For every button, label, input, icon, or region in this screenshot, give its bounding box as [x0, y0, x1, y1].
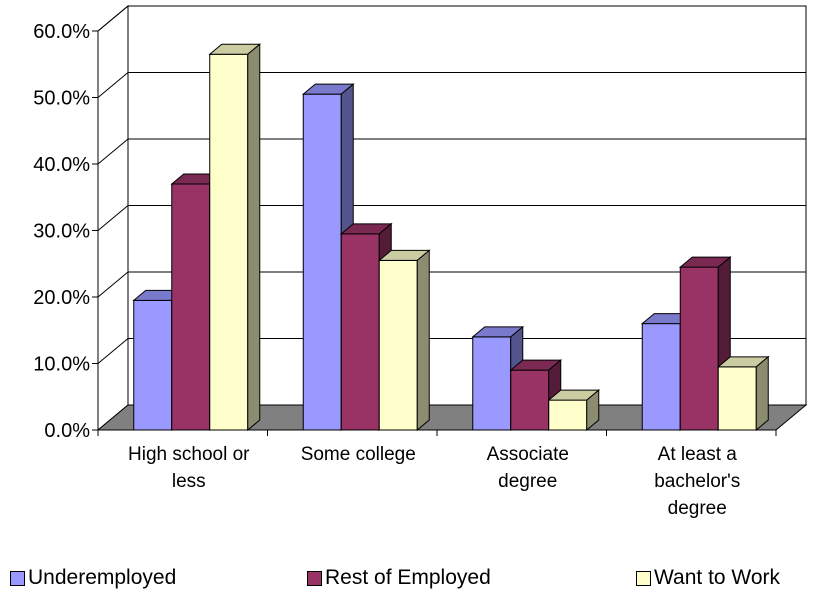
bar-side [755, 355, 769, 432]
gridline [97, 138, 806, 165]
bars [132, 43, 770, 432]
bar-front [302, 93, 342, 431]
legend-label: Underemployed [28, 566, 177, 589]
y-axis-ticks: 0.0% 10.0% 20.0% 30.0% 40.0% 50.0% 60.0% [33, 21, 98, 442]
x-category-label: bachelor's [654, 471, 740, 492]
y-tick-label: 60.0% [33, 21, 90, 43]
bar-front [679, 266, 719, 431]
legend: Underemployed Rest of Employed Want to W… [0, 566, 820, 596]
bar [547, 389, 601, 432]
gridline [97, 5, 806, 32]
gridlines [97, 5, 806, 364]
legend-swatch-want-to-work [636, 570, 651, 586]
legend-label: Want to Work [654, 566, 781, 589]
bar [716, 355, 770, 432]
bar-side [416, 249, 430, 432]
y-tick-label: 10.0% [33, 354, 90, 376]
bar-front [209, 53, 249, 431]
bar-side [586, 389, 600, 432]
y-tick-label: 50.0% [33, 88, 90, 110]
legend-item-underemployed: Underemployed [10, 566, 176, 590]
bar [208, 43, 262, 432]
bar [377, 249, 431, 432]
x-axis-categories: High school or less Some college Associate d… [97, 430, 777, 519]
legend-swatch-rest-of-employed [307, 570, 322, 586]
bar-front [340, 233, 380, 431]
gridline [97, 338, 806, 364]
gridline [97, 72, 806, 98]
gridline [97, 271, 806, 298]
bar-front [378, 259, 418, 431]
y-tick-label: 0.0% [44, 420, 90, 442]
bar-front [133, 299, 173, 431]
bar [678, 256, 732, 432]
y-tick-label: 30.0% [33, 221, 90, 243]
bar-side [247, 43, 261, 432]
bar-front [717, 366, 757, 431]
legend-item-rest-of-employed: Rest of Employed [307, 566, 491, 590]
bar-front [510, 369, 550, 431]
bar-front [548, 399, 588, 431]
bar-front [641, 323, 681, 431]
y-tick-label: 20.0% [33, 287, 90, 309]
legend-item-want-to-work: Want to Work [636, 566, 780, 590]
legend-label: Rest of Employed [325, 566, 491, 589]
bar [301, 83, 355, 432]
bar-front [472, 336, 512, 431]
x-category-label: Associate [487, 444, 569, 465]
bar-chart: 0.0% 10.0% 20.0% 30.0% 40.0% 50.0% 60.0% High … [33, 4, 808, 519]
legend-swatch-underemployed [10, 570, 25, 586]
bar-front [171, 183, 211, 431]
gridline [97, 205, 806, 231]
x-category-label: less [172, 471, 206, 492]
x-category-label: degree [498, 471, 557, 492]
x-category-label: High school or [128, 444, 250, 465]
x-category-label: Some college [301, 444, 416, 465]
y-tick-label: 40.0% [33, 154, 90, 176]
x-category-label: degree [668, 498, 727, 519]
x-category-label: At least a [658, 444, 738, 465]
